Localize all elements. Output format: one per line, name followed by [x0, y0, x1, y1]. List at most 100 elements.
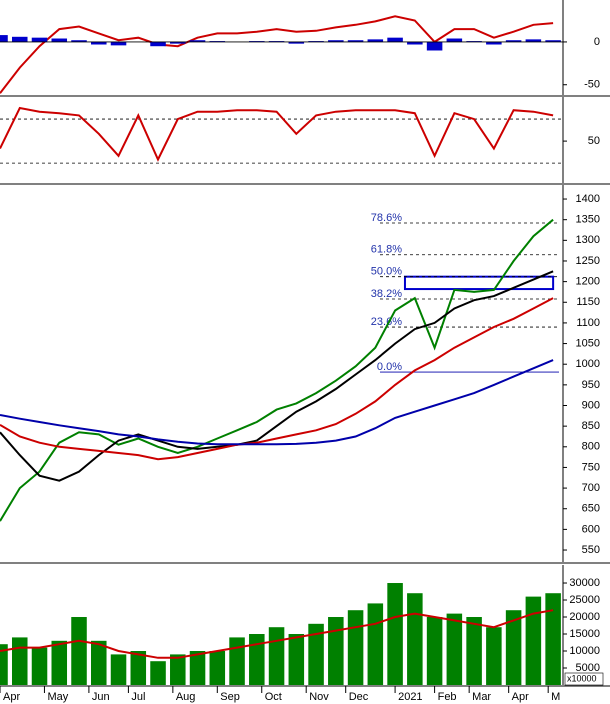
bar — [407, 593, 423, 685]
y-tick-label: 30000 — [569, 577, 600, 589]
bar — [31, 37, 48, 42]
y-tick-label: 1350 — [576, 214, 600, 226]
bar — [189, 40, 206, 42]
bar — [110, 41, 127, 46]
y-tick-label: 950 — [582, 379, 600, 391]
bar — [525, 39, 542, 42]
bar — [91, 41, 107, 45]
x-tick-label: Sep — [220, 691, 240, 703]
line — [0, 15, 554, 94]
x-tick-label: Mar — [472, 691, 491, 703]
bar — [367, 603, 384, 685]
bar — [150, 41, 166, 47]
line — [0, 106, 554, 162]
bar — [347, 40, 364, 42]
bar — [31, 647, 48, 685]
fib-label: 23.6% — [371, 316, 402, 328]
y-tick-label: 5000 — [576, 662, 600, 674]
x-tick-label: Apr — [3, 691, 20, 703]
line — [0, 609, 554, 659]
bar — [545, 40, 561, 42]
bar — [505, 40, 522, 42]
bar — [249, 41, 265, 42]
y-tick-label: 1250 — [576, 255, 600, 267]
fib-label: 61.8% — [371, 244, 402, 256]
line — [0, 359, 554, 446]
y-tick-label: 900 — [582, 399, 600, 411]
y-tick-label: 1300 — [576, 234, 600, 246]
y-tick-label: 550 — [582, 544, 600, 556]
x-tick-label: Feb — [438, 691, 457, 703]
bar — [189, 651, 206, 685]
x-tick-label: 2021 — [398, 691, 422, 703]
bar — [426, 41, 443, 51]
bar — [308, 623, 324, 685]
line — [0, 218, 554, 522]
bar — [91, 640, 107, 685]
bar — [288, 634, 305, 685]
x-tick-label: Dec — [349, 691, 369, 703]
bar — [486, 41, 502, 45]
zone-box — [403, 275, 555, 291]
bar — [11, 637, 28, 685]
y-tick-label: 650 — [582, 503, 600, 515]
y-tick-label: 10000 — [569, 645, 600, 657]
x-tick-label: Jun — [92, 691, 110, 703]
bar — [446, 38, 463, 42]
y-tick-label: 850 — [582, 420, 600, 432]
x-tick-label: Oct — [265, 691, 282, 703]
fib-label: 50.0% — [371, 266, 402, 278]
bar — [249, 634, 265, 685]
bar — [209, 651, 226, 685]
bar — [288, 41, 305, 44]
bar — [110, 654, 127, 685]
bar — [11, 36, 28, 42]
y-tick-label: 1050 — [576, 337, 600, 349]
bar — [170, 654, 186, 685]
fib-label: 78.6% — [371, 212, 402, 224]
x-tick-label: May — [47, 691, 68, 703]
line — [0, 270, 554, 482]
x-tick-label: Apr — [512, 691, 529, 703]
y-tick-label: 15000 — [569, 628, 600, 640]
bar — [407, 41, 423, 45]
bar — [347, 610, 364, 685]
y-tick-label: 1000 — [576, 358, 600, 370]
bar — [71, 40, 87, 42]
bar — [170, 41, 186, 44]
fib-label: 0.0% — [377, 361, 402, 373]
x-tick-label: M — [551, 691, 560, 703]
y-tick-label: -50 — [584, 79, 600, 91]
line — [0, 297, 554, 461]
x-tick-label: Aug — [176, 691, 196, 703]
bar — [308, 41, 324, 42]
bar — [51, 640, 68, 685]
bar — [328, 40, 344, 42]
bar — [466, 41, 482, 42]
y-tick-label: 750 — [582, 461, 600, 473]
bar — [268, 41, 285, 42]
y-tick-label: 800 — [582, 441, 600, 453]
bar — [486, 627, 502, 685]
bar — [0, 644, 8, 685]
bar — [367, 39, 384, 42]
x-tick-label: Jul — [131, 691, 145, 703]
y-tick-label: 0 — [594, 36, 600, 48]
bar — [505, 610, 522, 685]
bar — [525, 596, 542, 685]
fib-label: 38.2% — [371, 288, 402, 300]
bar — [209, 41, 226, 42]
bar — [387, 37, 403, 42]
y-tick-label: 1100 — [576, 317, 600, 329]
y-tick-label: 1200 — [576, 276, 600, 288]
x-tick-label: Nov — [309, 691, 329, 703]
bar — [466, 617, 482, 685]
bar — [328, 617, 344, 685]
unit-label: x10000 — [567, 673, 597, 683]
y-tick-label: 25000 — [569, 594, 600, 606]
bar — [51, 38, 68, 42]
bar — [0, 35, 8, 42]
